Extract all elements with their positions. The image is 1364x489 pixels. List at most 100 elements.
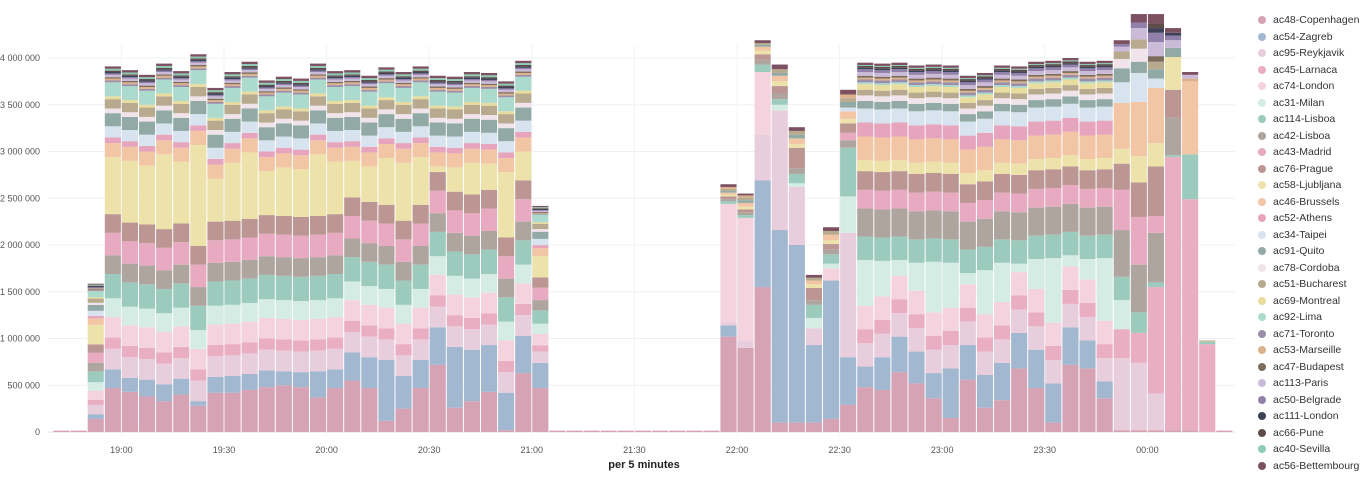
bar-segment (327, 369, 344, 389)
bar-segment (1079, 71, 1096, 75)
bar-segment (823, 249, 840, 255)
legend-item[interactable]: ac95-Reykjavik (1254, 45, 1364, 62)
bar-segment (446, 251, 463, 276)
legend-item[interactable]: ac52-Athens (1254, 210, 1364, 227)
bar-segment (1165, 28, 1182, 33)
bar-segment (207, 87, 224, 91)
bar-segment (327, 337, 344, 349)
bar-segment (156, 363, 173, 385)
legend-item[interactable]: ac31-Milan (1254, 95, 1364, 112)
bar-segment (258, 151, 275, 158)
bar-segment (395, 148, 412, 163)
bar-segment (720, 321, 737, 326)
bar-segment (446, 76, 463, 80)
legend-item[interactable]: ac45-Larnaca (1254, 62, 1364, 79)
bar-segment (344, 238, 361, 258)
bar-segment (173, 161, 190, 224)
bar-segment (1045, 80, 1062, 83)
bar-segment (1182, 199, 1199, 431)
legend-item[interactable]: ac114-Lisboa (1254, 111, 1364, 128)
legend-item[interactable]: ac71-Toronto (1254, 326, 1364, 343)
bar-segment (481, 78, 498, 80)
bar-segment (224, 114, 241, 119)
bar-segment (224, 323, 241, 345)
bar-segment (378, 127, 395, 139)
bar-segment (1079, 81, 1096, 84)
legend-item[interactable]: ac92-Lima (1254, 309, 1364, 326)
bar-segment (139, 79, 156, 81)
legend-marker-icon (1258, 181, 1266, 190)
bar-segment (908, 111, 925, 126)
bar-segment (258, 317, 275, 339)
bar-segment (1096, 63, 1113, 65)
bar-segment (498, 256, 515, 279)
bar-segment (1113, 430, 1130, 432)
bar-segment (224, 148, 241, 163)
legend-item[interactable]: ac69-Montreal (1254, 293, 1364, 310)
bar-segment (737, 193, 754, 196)
legend-item[interactable]: ac113-Paris (1254, 375, 1364, 392)
legend-item[interactable]: ac42-Lisboa (1254, 128, 1364, 145)
legend-item[interactable]: ac43-Madrid (1254, 144, 1364, 161)
bar-segment (139, 284, 156, 309)
legend-item[interactable]: ac91-Quito (1254, 243, 1364, 260)
bar-segment (224, 101, 241, 105)
bar-segment (241, 64, 258, 66)
legend-item[interactable]: ac53-Marseille (1254, 342, 1364, 359)
legend-item[interactable]: ac50-Belgrade (1254, 392, 1364, 409)
legend-item[interactable]: ac34-Taipei (1254, 227, 1364, 244)
bar-segment (481, 292, 498, 314)
bar-segment (241, 321, 258, 343)
legend-item[interactable]: ac58-Ljubljana (1254, 177, 1364, 194)
bar-segment (463, 76, 480, 78)
bar-segment (874, 333, 891, 358)
legend-item[interactable]: ac74-London (1254, 78, 1364, 95)
bar-segment (292, 125, 309, 139)
bar-segment (908, 173, 925, 193)
bar-segment (395, 104, 412, 115)
bar-segment (429, 91, 446, 106)
bar-segment (1199, 340, 1216, 342)
bar-segment (156, 352, 173, 364)
bar-segment (1011, 193, 1028, 213)
bar-segment (121, 112, 138, 117)
bar-segment (771, 81, 788, 87)
bar-segment (258, 349, 275, 371)
bar-segment (463, 235, 480, 255)
bar-segment (190, 62, 207, 66)
bar-segment (1113, 58, 1130, 69)
bar-segment (1062, 166, 1079, 186)
bar-segment (412, 388, 429, 432)
bar-segment (1028, 83, 1045, 89)
legend-item[interactable]: ac56-Bettembourg (1254, 458, 1364, 475)
legend-item[interactable]: ac46-Brussels (1254, 194, 1364, 211)
bar-segment (156, 65, 173, 68)
legend-item[interactable]: ac40-Sevilla (1254, 441, 1364, 458)
bar-segment (207, 94, 224, 97)
legend-item[interactable]: ac51-Bucharest (1254, 276, 1364, 293)
bar-segment (87, 297, 104, 299)
bar-segment (241, 75, 258, 78)
bar-segment (258, 157, 275, 172)
bar-segment (532, 287, 549, 301)
bar-segment (1028, 88, 1045, 95)
legend-item[interactable]: ac111-London (1254, 408, 1364, 425)
bar-segment (942, 417, 959, 432)
bar-segment (1147, 232, 1164, 283)
bar-segment (156, 288, 173, 314)
legend-item[interactable]: ac76-Prague (1254, 161, 1364, 178)
bar-segment (412, 223, 429, 246)
legend-marker-icon (1258, 98, 1266, 107)
legend-item[interactable]: ac54-Zagreb (1254, 29, 1364, 46)
bar-segment (310, 216, 327, 235)
bar-segment (190, 130, 207, 145)
bar-segment (344, 82, 361, 85)
legend-item[interactable]: ac78-Cordoba (1254, 260, 1364, 277)
legend-item[interactable]: ac47-Budapest (1254, 359, 1364, 376)
bar-segment (1096, 169, 1113, 188)
bar-segment (446, 315, 463, 327)
legend-item[interactable]: ac66-Pune (1254, 425, 1364, 442)
x-tick-label: 19:00 (110, 445, 133, 455)
legend-item[interactable]: ac48-Copenhagen (1254, 12, 1364, 29)
bar-segment (429, 152, 446, 167)
